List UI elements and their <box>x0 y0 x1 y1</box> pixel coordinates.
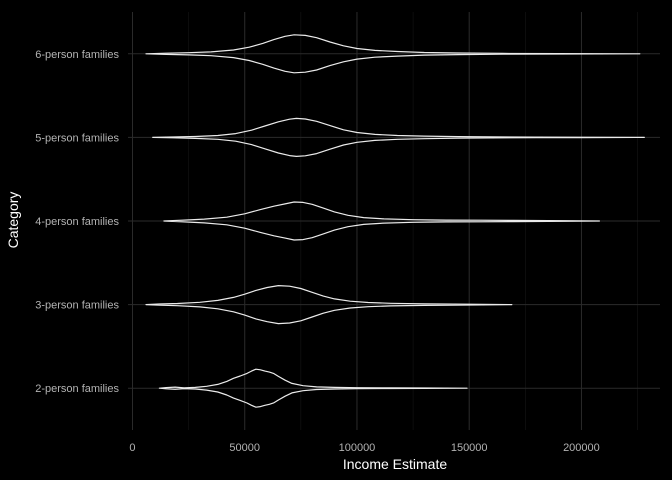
y-tick-label: 2-person families <box>35 383 119 395</box>
x-tick-label: 100000 <box>339 442 376 454</box>
y-axis-title: Category <box>5 192 21 249</box>
y-tick-label: 5-person families <box>35 132 119 144</box>
violin-layer <box>145 34 645 408</box>
y-tick-label: 3-person families <box>35 300 119 312</box>
y-tick-label: 4-person families <box>35 216 119 228</box>
x-tick-label: 0 <box>129 442 135 454</box>
y-axis-ticks: 2-person families 3-person families 4-pers… <box>35 49 119 395</box>
x-axis-ticks: 0 50000 100000 150000 200000 <box>129 442 599 454</box>
x-axis-title: Income Estimate <box>343 456 447 472</box>
x-tick-label: 200000 <box>563 442 600 454</box>
violin-3-person <box>145 285 513 325</box>
violin-4-person <box>163 201 600 241</box>
y-tick-label: 6-person families <box>35 49 119 61</box>
x-tick-label: 150000 <box>451 442 488 454</box>
violin-6-person <box>145 34 641 74</box>
x-tick-label: 50000 <box>229 442 260 454</box>
violin-2-person <box>158 368 468 408</box>
violin-5-person <box>152 117 645 157</box>
